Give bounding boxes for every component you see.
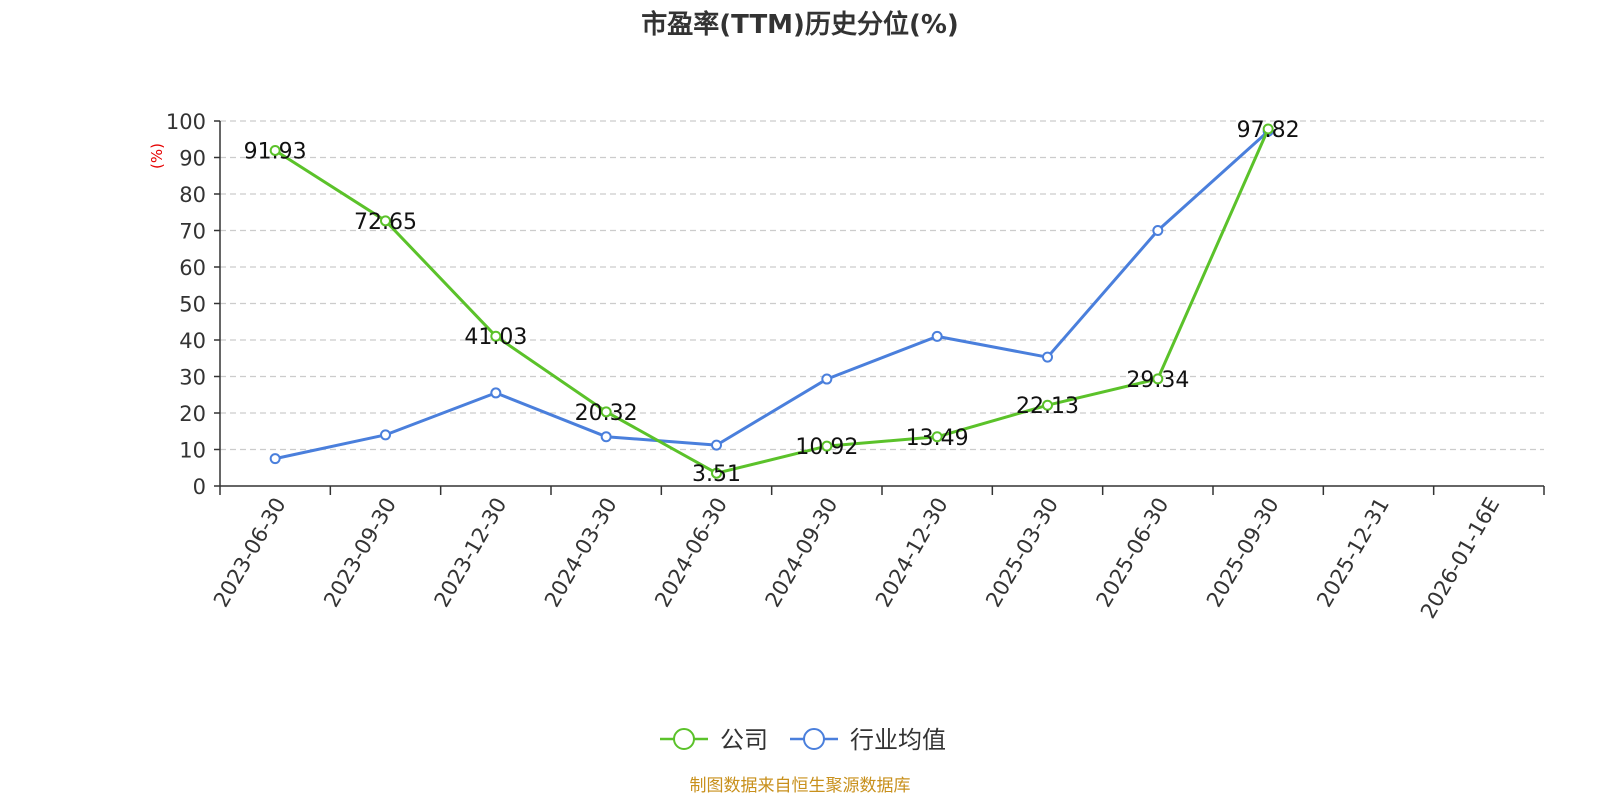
x-tick-label: 2023-06-30 xyxy=(209,494,291,612)
y-tick-label: 80 xyxy=(179,183,206,207)
data-point-company[interactable] xyxy=(269,144,281,156)
data-label: 29.34 xyxy=(1126,368,1189,393)
x-tick-label: 2023-12-30 xyxy=(430,494,512,612)
y-axis-label: (%) xyxy=(148,143,166,169)
data-point-company[interactable] xyxy=(1152,373,1164,385)
source-note: 制图数据来自恒生聚源数据库 xyxy=(690,776,911,796)
y-tick-label: 70 xyxy=(179,220,206,244)
legend-company-marker xyxy=(673,728,695,750)
y-tick-label: 30 xyxy=(179,366,206,390)
x-tick-label: 2024-12-30 xyxy=(871,494,953,612)
y-tick-label: 60 xyxy=(179,256,206,280)
data-point-industry-average[interactable] xyxy=(931,330,943,342)
legend-industry-label: 行业均值 xyxy=(850,726,946,754)
data-point-company[interactable] xyxy=(490,330,502,342)
x-tick-label: 2024-06-30 xyxy=(650,494,732,612)
data-point-company[interactable] xyxy=(1262,123,1274,135)
y-tick-label: 50 xyxy=(179,293,206,317)
series-line-industry-average xyxy=(274,130,1270,461)
data-point-industry-average[interactable] xyxy=(711,439,722,451)
legend-item-company[interactable]: 公司 xyxy=(660,726,768,754)
grid-lines xyxy=(220,120,1544,451)
data-label: 41.03 xyxy=(464,325,527,350)
data-point-industry-average[interactable] xyxy=(490,387,502,399)
data-point-company[interactable] xyxy=(380,215,391,227)
data-point-industry-average[interactable] xyxy=(1152,225,1164,236)
data-point-company[interactable] xyxy=(931,431,943,443)
x-tick-label: 2024-09-30 xyxy=(761,494,843,612)
x-tick-label: 2025-06-30 xyxy=(1092,494,1174,612)
y-tick-label: 20 xyxy=(179,402,206,426)
data-labels: 91.93 72.65 41.03 20.32 3.51 10.92 13.49 22.13 2… xyxy=(244,118,1300,487)
x-tick-label: 2025-03-30 xyxy=(981,494,1063,612)
data-label: 13.49 xyxy=(906,426,969,451)
legend-item-industry-average[interactable]: 行业均值 xyxy=(790,726,946,754)
y-tick-label: 100 xyxy=(166,110,206,134)
data-point-industry-average[interactable] xyxy=(380,429,391,441)
y-tick-label: 10 xyxy=(179,439,206,463)
x-tick-label: 2025-12-31 xyxy=(1312,494,1394,612)
axes: 0 10 20 30 40 50 60 70 80 90 100 2023-06-30 2023-09-… xyxy=(166,110,1545,623)
legend-industry-marker xyxy=(803,728,825,750)
data-point-company[interactable] xyxy=(711,467,722,479)
legend-company-label: 公司 xyxy=(720,726,768,754)
series-lines xyxy=(269,123,1274,479)
legend: 公司 行业均值 xyxy=(660,726,946,754)
data-label: 97.82 xyxy=(1237,118,1300,143)
data-point-industry-average[interactable] xyxy=(269,453,281,465)
data-point-company[interactable] xyxy=(821,440,833,452)
x-tick-label: 2023-09-30 xyxy=(319,494,401,612)
data-label: 91.93 xyxy=(244,139,307,164)
data-point-industry-average[interactable] xyxy=(821,373,833,385)
series-line-company xyxy=(274,128,1270,475)
data-point-industry-average[interactable] xyxy=(1042,351,1053,363)
data-label: 72.65 xyxy=(354,210,417,235)
data-label: 20.32 xyxy=(575,401,638,426)
chart-title: 市盈率(TTM)历史分位(%) xyxy=(641,9,959,40)
data-point-industry-average[interactable] xyxy=(600,431,612,443)
data-point-company[interactable] xyxy=(600,406,612,418)
data-label: 10.92 xyxy=(795,435,858,460)
y-tick-label: 0 xyxy=(193,475,206,499)
x-tick-label: 2026-01-16E xyxy=(1416,494,1504,623)
y-tick-label: 90 xyxy=(179,147,206,171)
data-label: 22.13 xyxy=(1016,394,1079,419)
data-label: 3.51 xyxy=(692,462,741,487)
x-tick-label: 2024-03-30 xyxy=(540,494,622,612)
x-tick-label: 2025-09-30 xyxy=(1202,494,1284,612)
y-tick-label: 40 xyxy=(179,329,206,353)
data-point-company[interactable] xyxy=(1042,399,1053,411)
